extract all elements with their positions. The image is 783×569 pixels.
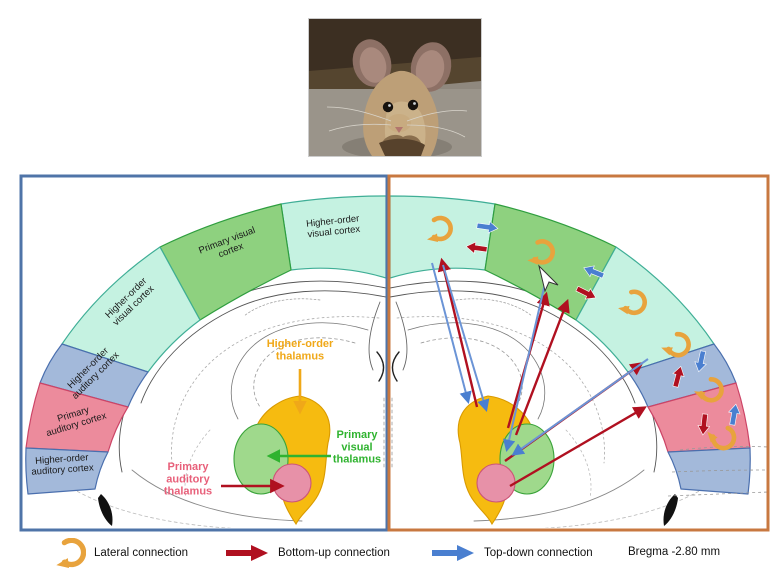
- mouse-photo: [308, 18, 482, 159]
- legend-item-lateral: Lateral connection: [52, 538, 188, 568]
- top-down-long-arrow: [503, 278, 547, 453]
- mouse-ears: [352, 39, 452, 92]
- top-down-long-arrow: [431, 262, 472, 404]
- legend-item-top-down: Top-down connection: [430, 538, 593, 568]
- legend-item-bottom-up: Bottom-up connection: [224, 538, 390, 568]
- thalamus-label-higher-order-thalamus: Higher-order thalamus: [267, 338, 334, 362]
- bottom-up-connection-icon: [226, 545, 268, 561]
- right-panel-border: [387, 174, 770, 532]
- top-down-connection-icon: [432, 545, 474, 561]
- white-cursor-arrow: [538, 264, 559, 293]
- mouse-photo-art: [309, 19, 481, 159]
- legend-label-lateral: Lateral connection: [94, 547, 188, 559]
- right-hemisphere: [390, 195, 767, 528]
- mouse-whiskers: [326, 106, 468, 138]
- connection-markers-layer: [427, 218, 743, 488]
- bottom-up-long-arrow: [509, 406, 647, 488]
- thalamus-label-primary-auditory-thalamus: Primary auditory thalamus: [164, 461, 212, 498]
- legend: Lateral connection Bottom-up connection …: [0, 538, 783, 568]
- left-panel-border: [19, 174, 389, 532]
- top-down-long-arrow: [511, 358, 649, 456]
- bottom-up-long-arrow: [437, 257, 479, 408]
- label-arrows: [221, 369, 331, 494]
- legend-label-top-down: Top-down connection: [484, 547, 593, 559]
- cortex-label-ho-visual-medial: Higher-ordervisual cortex: [306, 213, 361, 240]
- thalamus-labels: Higher-order thalamus Primary visual thalamu…: [164, 338, 381, 498]
- thalamus-label-primary-visual-thalamus: Primary visual thalamus: [333, 429, 381, 466]
- bregma-note: Bregma -2.80 mm: [628, 546, 721, 558]
- legend-label-bottom-up: Bottom-up connection: [278, 547, 390, 559]
- cortex-label-ho-auditory-lower: Higher-orderauditory cortex: [30, 452, 94, 478]
- top-down-long-arrow: [442, 264, 490, 412]
- lateral-connection-icon: [52, 538, 86, 568]
- bottom-up-long-arrow: [514, 298, 570, 436]
